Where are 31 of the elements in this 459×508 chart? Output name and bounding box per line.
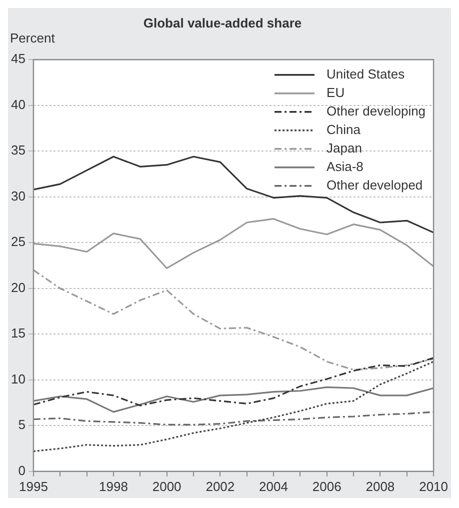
y-tick-label: 0 (18, 462, 26, 478)
x-tick-label: 2006 (312, 478, 342, 494)
line-series (33, 269, 434, 371)
line-series (33, 357, 434, 406)
chart-title: Global value-added share (143, 15, 302, 30)
line-series (33, 411, 434, 426)
x-tick-label: 2000 (152, 478, 182, 494)
line-series (33, 360, 434, 452)
y-tick-label: 40 (10, 96, 26, 112)
x-tick-label: 2010 (419, 478, 448, 494)
legend-label: Japan (326, 140, 362, 156)
y-tick-label: 10 (10, 371, 26, 386)
x-tick-label: 2002 (206, 478, 235, 494)
legend-label: Other developing (326, 103, 426, 118)
legend-label: United States (326, 66, 406, 82)
legend-label: Asia-8 (326, 158, 364, 174)
x-tick-label: 1995 (19, 478, 48, 494)
x-tick-label: 2004 (259, 478, 288, 494)
y-tick-label: 35 (10, 142, 26, 158)
x-tick-label: 2008 (366, 478, 395, 494)
y-tick-label: 5 (18, 417, 26, 432)
y-tick-label: 45 (10, 51, 26, 66)
y-tick-label: 25 (10, 234, 26, 250)
x-tick-label: 1998 (99, 478, 128, 494)
legend-label: Other developed (326, 177, 423, 192)
y-tick-label: 30 (10, 188, 26, 204)
y-axis-title: Percent (10, 30, 56, 46)
legend-label: EU (326, 84, 345, 100)
legend-label: China (326, 122, 362, 137)
y-tick-label: 15 (10, 326, 26, 341)
y-tick-label: 20 (10, 280, 26, 295)
